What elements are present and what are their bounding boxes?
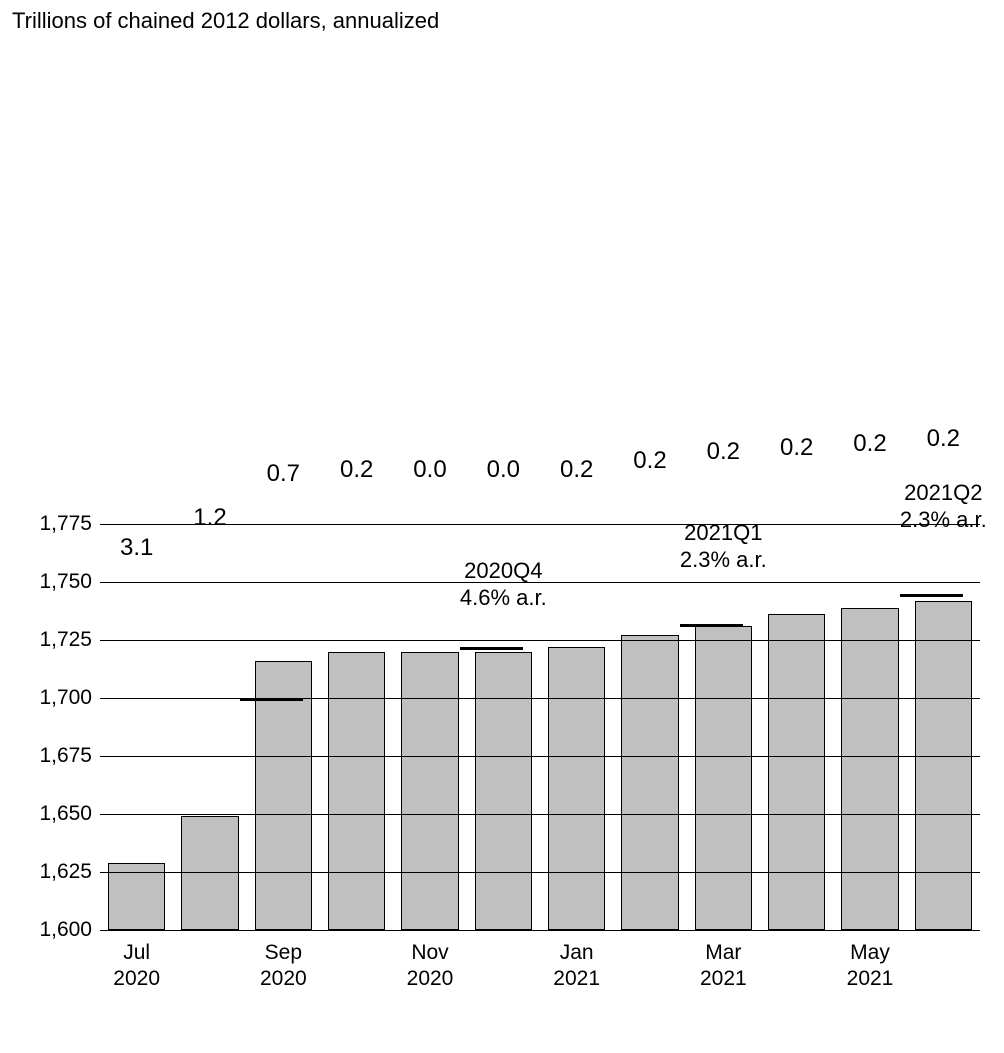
bar-value-label: 0.0 [401,456,458,484]
gridline [100,524,980,525]
quarter-annotation: 2020Q44.6% a.r. [415,557,592,612]
bar-value-label: 3.1 [108,534,165,562]
gridline [100,930,980,931]
bar [181,816,238,930]
gridline [100,640,980,641]
chart-title: Trillions of chained 2012 dollars, annua… [12,8,439,34]
bar-value-label: 0.2 [695,438,752,466]
bar-value-label: 0.0 [475,456,532,484]
x-tick-label: Jan 2021 [517,940,637,993]
x-tick-label: Jul 2020 [77,940,197,993]
gridline [100,756,980,757]
bar [255,661,312,930]
bar-value-label: 0.2 [915,425,972,453]
plot-area: 3.1 1.2 0.7 0.2 0.0 0.0 0.2 0.2 0.2 0.2 0.2 0.2 202… [100,60,980,930]
quarter-annotation: 2021Q12.3% a.r. [635,519,812,574]
quarter-marker [680,624,743,627]
x-tick-label: Sep 2020 [223,940,343,993]
x-tick-label: Mar 2021 [663,940,783,993]
bar [548,647,605,930]
quarter-marker [240,698,303,701]
bar-value-label: 0.2 [328,456,385,484]
bar [841,608,898,930]
quarter-annotation: 2021Q22.3% a.r. [855,479,1004,534]
bar [401,652,458,930]
bar [768,614,825,930]
bar-value-label: 1.2 [181,504,238,532]
y-tick-label: 1,775 [39,512,92,536]
gridline [100,872,980,873]
y-tick-label: 1,600 [39,918,92,942]
y-tick-label: 1,725 [39,628,92,652]
bar-value-label: 0.2 [621,447,678,475]
bars-layer: 3.1 1.2 0.7 0.2 0.0 0.0 0.2 0.2 0.2 0.2 0.2 0.2 [100,60,980,930]
bar [328,652,385,930]
gridline [100,814,980,815]
bar [695,626,752,930]
x-tick-label: Nov 2020 [370,940,490,993]
y-tick-label: 1,650 [39,802,92,826]
y-tick-label: 1,750 [39,570,92,594]
gridline [100,698,980,699]
x-tick-label: May 2021 [810,940,930,993]
bar [621,635,678,930]
quarter-marker [460,647,523,650]
bar-value-label: 0.2 [768,434,825,462]
y-tick-label: 1,700 [39,686,92,710]
y-tick-label: 1,625 [39,860,92,884]
quarter-marker [900,594,963,597]
bar [475,652,532,930]
bar [915,601,972,930]
bar-value-label: 0.7 [255,460,312,488]
bar-value-label: 0.2 [548,456,605,484]
y-tick-label: 1,675 [39,744,92,768]
bar-value-label: 0.2 [841,430,898,458]
